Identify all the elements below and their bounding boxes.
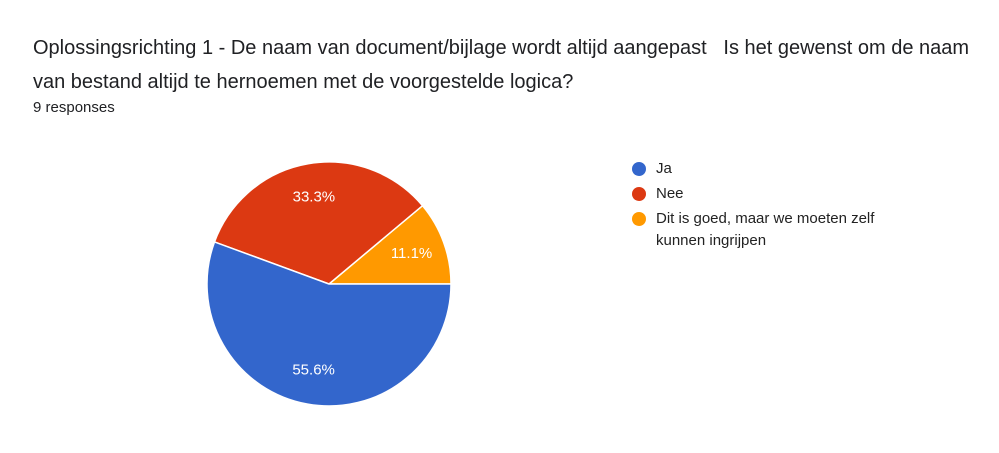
pie-slice [326,204,452,285]
slice-label: 11.1% [391,245,432,262]
legend-marker [632,187,646,201]
chart-title: Oplossingsrichting 1 - De naam van docum… [33,37,975,93]
legend-label: Nee [656,185,684,202]
legend-marker [632,162,646,176]
chart-subtitle: 9 responses [33,99,115,116]
pie-slice [206,240,452,407]
slice-label: 55.6% [292,361,335,378]
legend-label: Ja [656,160,672,177]
pie-slice [213,161,424,285]
legend-marker [632,212,646,226]
legend-label: Dit is goed, maar we moeten zelf kunnen … [656,210,875,249]
slice-label: 33.3% [293,188,336,205]
